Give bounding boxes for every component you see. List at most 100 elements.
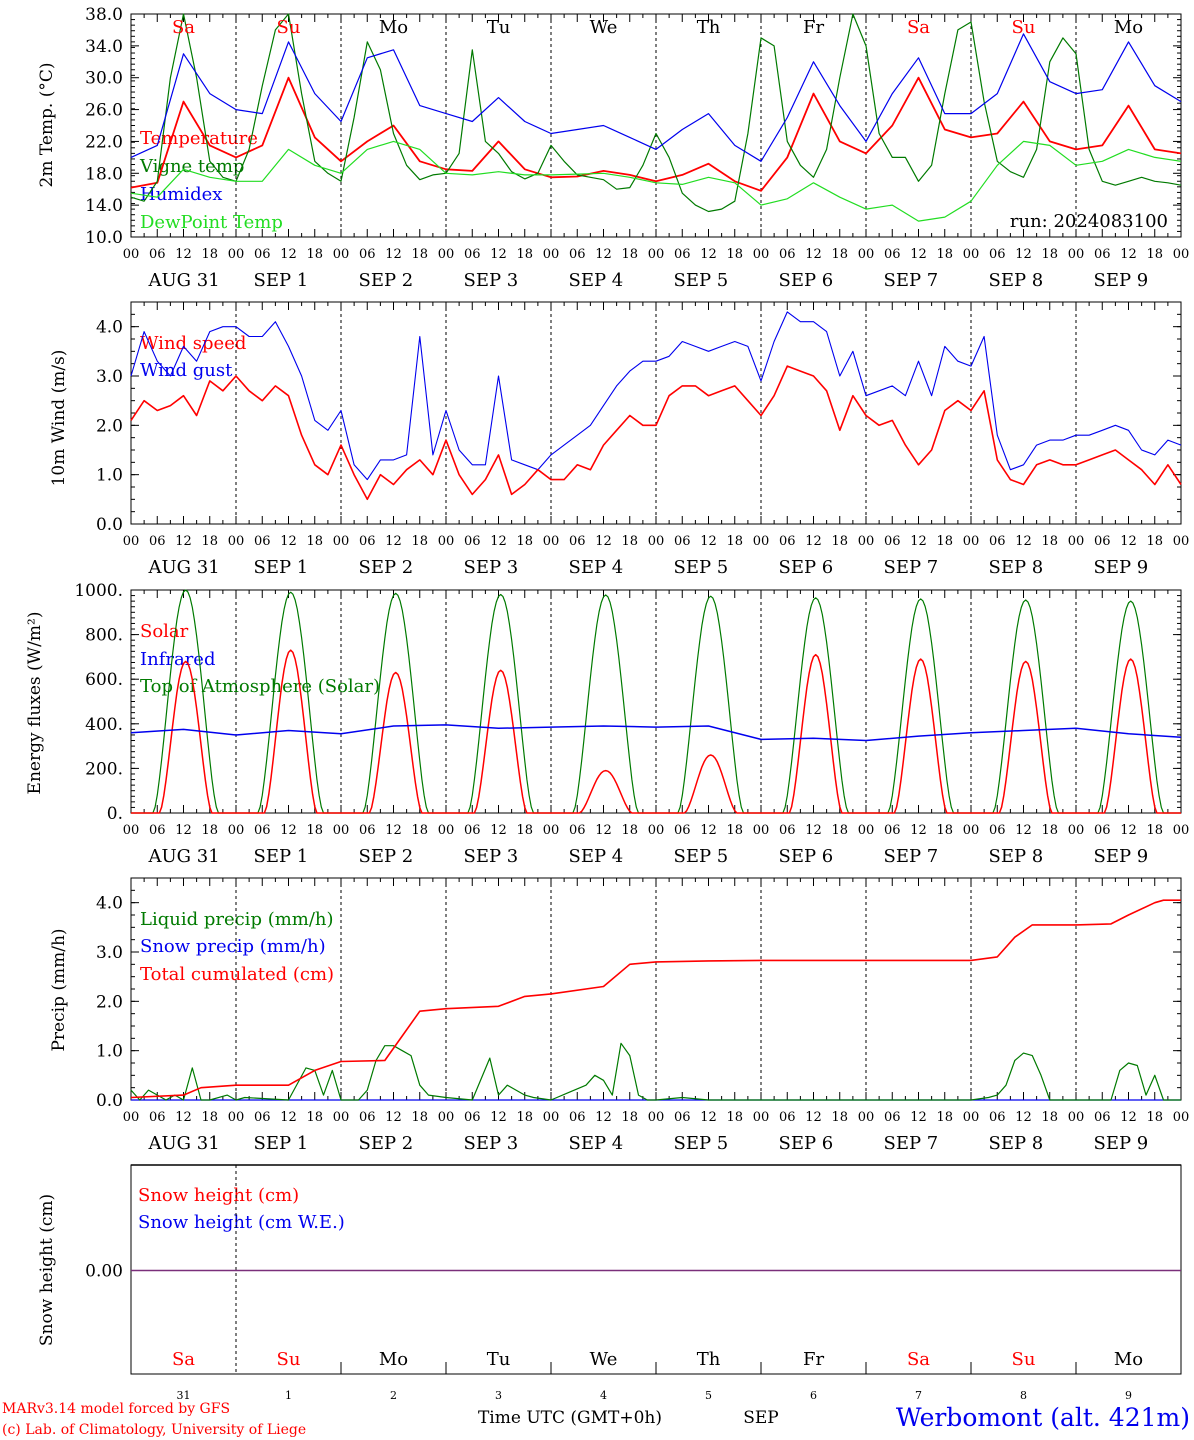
y-tick-label: 0.00 [85, 1262, 123, 1282]
hour-tick-label: 06 [569, 823, 586, 838]
hour-tick-label: 12 [910, 247, 927, 262]
day-name-label: Fr [803, 1349, 824, 1370]
hour-tick-label: 18 [831, 1110, 848, 1125]
y-tick-label: 3.0 [96, 367, 123, 387]
legend-snow-height-we: Snow height (cm W.E.) [138, 1212, 345, 1233]
temperature-panel: 2m Temp. (°C) Temperature Vigne temp Hum… [37, 5, 1189, 291]
hour-tick-label: 12 [280, 247, 297, 262]
hour-tick-label: 12 [385, 247, 402, 262]
legend-infrared: Infrared [140, 649, 215, 670]
hour-tick-label: 12 [490, 534, 507, 549]
hour-tick-label: 00 [438, 1110, 455, 1125]
date-label: SEP 1 [254, 270, 309, 291]
credit-line-1: MARv3.14 model forced by GFS [2, 1401, 230, 1417]
hour-tick-label: 06 [779, 823, 796, 838]
date-label: SEP 3 [464, 270, 519, 291]
day-name-label: Sa [907, 1349, 930, 1370]
hour-tick-label: 12 [910, 1110, 927, 1125]
x-axis-title: Time UTC (GMT+0h) [478, 1408, 662, 1428]
hour-tick-label: 12 [280, 1110, 297, 1125]
hour-tick-label: 06 [359, 823, 376, 838]
date-label: AUG 31 [148, 1133, 220, 1154]
y-tick-label: 38.0 [85, 5, 123, 25]
hour-tick-label: 00 [1068, 823, 1085, 838]
hour-tick-label: 18 [936, 534, 953, 549]
hour-tick-label: 06 [674, 534, 691, 549]
hour-tick-label: 18 [516, 1110, 533, 1125]
hour-tick-label: 00 [228, 823, 245, 838]
y-tick-label: 1000. [74, 581, 123, 601]
day-number-label: 6 [810, 1389, 817, 1402]
temperature-y-label: 2m Temp. (°C) [37, 62, 57, 187]
hour-tick-label: 12 [1120, 534, 1137, 549]
hour-tick-label: 00 [543, 823, 560, 838]
hour-tick-label: 00 [438, 823, 455, 838]
hour-tick-label: 06 [149, 534, 166, 549]
hour-tick-label: 18 [1041, 1110, 1058, 1125]
y-tick-label: 2.0 [96, 416, 123, 436]
liquid-precip-line [130, 1042, 1181, 1101]
hour-tick-label: 18 [621, 534, 638, 549]
hour-tick-label: 18 [516, 823, 533, 838]
hour-tick-label: 18 [726, 534, 743, 549]
day-number-label: 4 [600, 1389, 607, 1402]
date-label: SEP 4 [569, 846, 624, 867]
hour-tick-label: 06 [359, 247, 376, 262]
date-label: SEP 3 [464, 846, 519, 867]
hour-tick-label: 06 [884, 247, 901, 262]
dewpoint-line [130, 140, 1182, 222]
hour-tick-label: 12 [700, 534, 717, 549]
hour-tick-label: 00 [438, 534, 455, 549]
date-label: SEP 4 [569, 557, 624, 578]
date-label: SEP 5 [674, 1133, 729, 1154]
day-name-label: Su [1012, 1349, 1036, 1370]
date-label: SEP 2 [359, 557, 414, 578]
energy-y-label: Energy fluxes (W/m²) [25, 612, 45, 795]
day-name-label: Tu [487, 1349, 511, 1370]
hour-tick-label: 18 [1146, 823, 1163, 838]
day-number-label: 7 [915, 1389, 922, 1402]
y-tick-label: 400. [85, 715, 123, 735]
hour-tick-label: 00 [858, 534, 875, 549]
hour-tick-label: 12 [385, 534, 402, 549]
hour-tick-label: 00 [648, 534, 665, 549]
date-label: SEP 1 [254, 846, 309, 867]
hour-tick-label: 06 [884, 1110, 901, 1125]
precip-y-label: Precip (mm/h) [49, 928, 69, 1051]
hour-tick-label: 06 [359, 1110, 376, 1125]
day-name-label: We [590, 17, 618, 38]
hour-tick-label: 06 [1094, 823, 1111, 838]
legend-dewpoint: DewPoint Temp [140, 212, 283, 233]
hour-tick-label: 06 [779, 1110, 796, 1125]
day-number-label: 3 [495, 1389, 502, 1402]
plot-frame [130, 13, 1182, 238]
legend-total-cumulated: Total cumulated (cm) [140, 964, 334, 985]
hour-tick-label: 00 [963, 534, 980, 549]
hour-tick-label: 12 [1120, 247, 1137, 262]
hour-tick-label: 12 [175, 823, 192, 838]
hour-tick-label: 00 [1068, 247, 1085, 262]
hour-tick-label: 12 [280, 823, 297, 838]
date-label: SEP 2 [359, 1133, 414, 1154]
hour-tick-label: 00 [963, 247, 980, 262]
y-tick-label: 4.0 [96, 894, 123, 914]
hour-tick-label: 12 [805, 247, 822, 262]
hour-tick-label: 18 [1146, 247, 1163, 262]
hour-tick-label: 12 [175, 1110, 192, 1125]
hour-tick-label: 12 [700, 247, 717, 262]
hour-tick-label: 06 [569, 247, 586, 262]
date-label: AUG 31 [148, 557, 220, 578]
hour-tick-label: 12 [1015, 823, 1032, 838]
hour-tick-label: 00 [1173, 1110, 1190, 1125]
day-name-label: Th [697, 17, 721, 38]
hour-tick-label: 18 [1041, 823, 1058, 838]
wind-y-label: 10m Wind (m/s) [49, 350, 69, 487]
hour-tick-label: 00 [438, 247, 455, 262]
hour-tick-label: 00 [753, 1110, 770, 1125]
day-number-label: 2 [390, 1389, 397, 1402]
legend-snow-height: Snow height (cm) [138, 1185, 299, 1206]
hour-tick-label: 06 [779, 247, 796, 262]
hour-tick-label: 06 [1094, 247, 1111, 262]
legend-toa-solar: Top of Atmosphere (Solar) [140, 676, 380, 697]
hour-tick-label: 06 [989, 247, 1006, 262]
